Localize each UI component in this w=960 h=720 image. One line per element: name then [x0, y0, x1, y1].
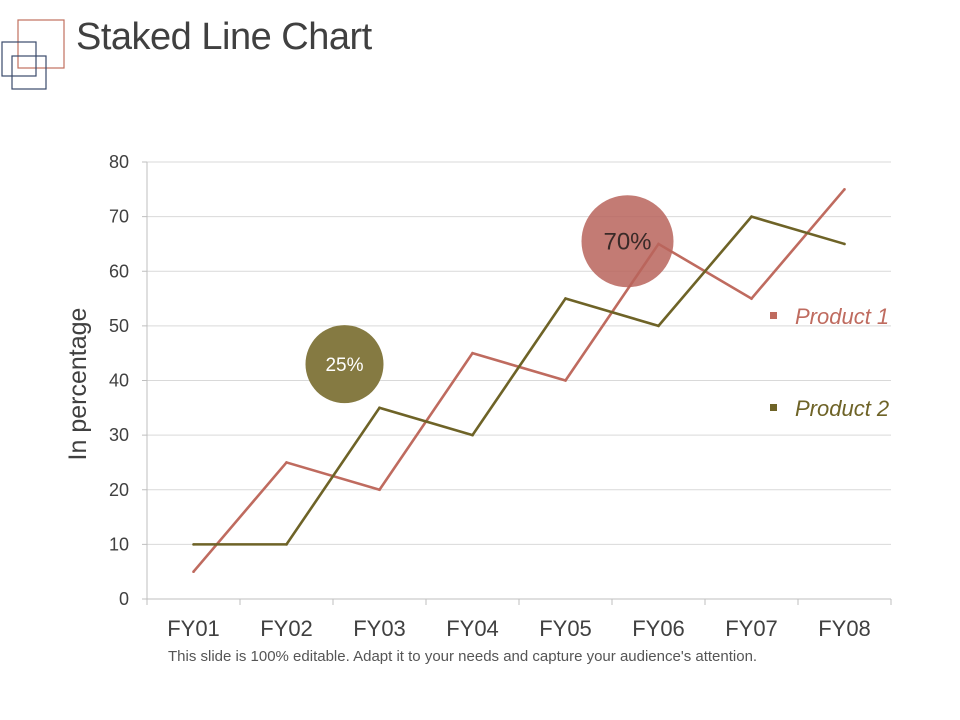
y-tick-label: 0 [119, 589, 129, 609]
x-tick-label: FY05 [539, 616, 592, 641]
annotation-bubble [581, 195, 674, 288]
data-point [378, 488, 381, 492]
annotation-label: 70% [603, 229, 651, 256]
data-point [285, 543, 288, 546]
data-point [192, 543, 195, 546]
data-point [378, 406, 381, 410]
y-tick-label: 30 [109, 425, 129, 445]
x-tick-label: FY02 [260, 616, 313, 641]
data-point [843, 188, 846, 191]
axis-layer: 0 10 20 30 40 50 60 70 80 FY01 FY02 FY03 FY04 FY05 FY0… [109, 152, 892, 641]
x-tick-label: FY06 [632, 616, 685, 641]
page-title: Staked Line Chart [76, 16, 372, 58]
x-tick-label: FY08 [818, 616, 871, 641]
data-point [564, 379, 567, 382]
data-point [471, 433, 474, 437]
annotation-layer: 25% 70% [305, 195, 674, 404]
x-tick-label: FY01 [167, 616, 220, 641]
y-tick-label: 10 [109, 534, 129, 554]
data-point [843, 242, 846, 246]
legend-label: Product 2 [795, 396, 889, 421]
x-tick-label: FY07 [725, 616, 778, 641]
legend-label: Product 1 [795, 304, 889, 329]
y-axis-label: In percentage [64, 308, 92, 461]
annotation-bubble [305, 325, 384, 404]
y-tick-label: 70 [109, 207, 129, 227]
y-tick-label: 20 [109, 480, 129, 500]
data-point [657, 324, 660, 328]
legend-layer: Product 1 Product 2 [770, 304, 889, 421]
legend-swatch [770, 404, 777, 411]
legend-swatch [770, 312, 777, 319]
grid-layer [147, 161, 891, 545]
y-tick-label: 60 [109, 261, 129, 281]
y-tick-label: 40 [109, 371, 129, 391]
data-point [471, 351, 474, 355]
data-point [285, 461, 288, 464]
data-point [564, 297, 567, 300]
y-tick-label: 50 [109, 316, 129, 336]
series-line-product-2 [193, 215, 845, 546]
logo-squares-icon [1, 19, 65, 90]
x-tick-label: FY04 [446, 616, 499, 641]
footer-note: This slide is 100% editable. Adapt it to… [168, 648, 758, 665]
data-point [750, 297, 753, 300]
annotation-label: 25% [325, 355, 363, 376]
y-tick-label: 80 [109, 152, 129, 172]
data-point [750, 215, 753, 218]
x-tick-label: FY03 [353, 616, 406, 641]
data-point [192, 570, 195, 573]
